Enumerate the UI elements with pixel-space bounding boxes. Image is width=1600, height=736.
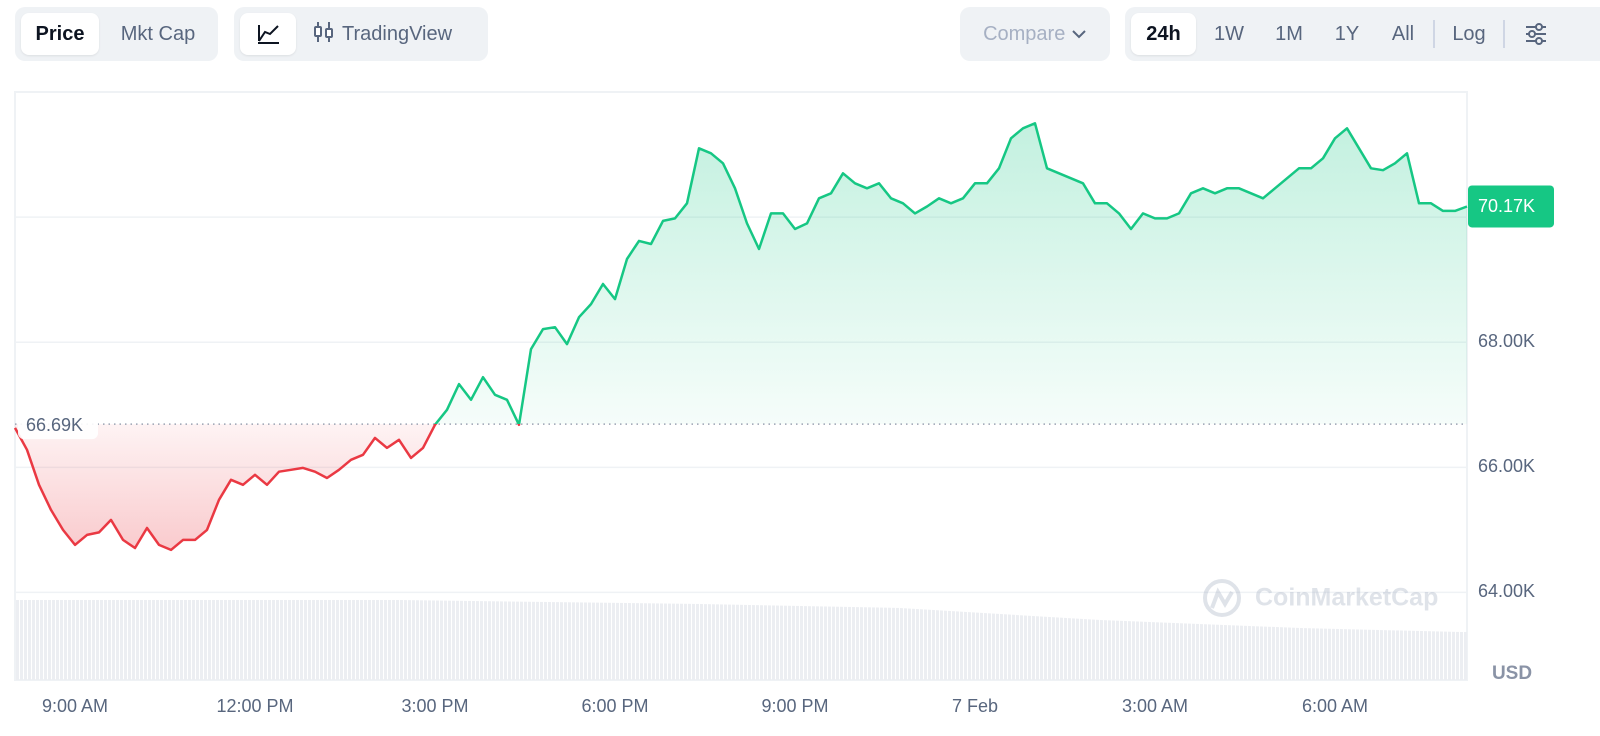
unit-label: USD — [1492, 663, 1532, 684]
log-button[interactable]: Log — [1452, 23, 1486, 45]
x-tick-label: 9:00 PM — [761, 696, 828, 716]
watermark-text: CoinMarketCap — [1255, 584, 1438, 612]
x-tick-label: 6:00 AM — [1302, 696, 1368, 716]
range-24h[interactable]: 24h — [1131, 13, 1196, 55]
volume-area — [15, 600, 1467, 680]
plot-frame — [14, 91, 1468, 681]
compare-box[interactable] — [960, 7, 1110, 61]
reference-badge — [18, 409, 98, 440]
range-all[interactable]: All — [1391, 23, 1415, 45]
settings-icon — [1526, 23, 1546, 45]
candle-icon — [314, 22, 333, 42]
current-label: 70.17K — [1478, 196, 1535, 216]
y-tick-label: 68.00K — [1478, 331, 1535, 351]
tab-mktcap[interactable]: Mkt Cap — [120, 23, 196, 45]
x-tick-label: 3:00 PM — [401, 696, 468, 716]
tradingview-button[interactable]: TradingView — [312, 13, 482, 55]
settings-button[interactable] — [1516, 13, 1556, 55]
y-tick-label: 64.00K — [1478, 581, 1535, 601]
y-tick-label: 70.00K — [1478, 206, 1535, 226]
range-group — [1125, 7, 1600, 61]
range-1w[interactable]: 1W — [1214, 23, 1244, 45]
y-tick-label: 66.00K — [1478, 456, 1535, 476]
compare-label: Compare — [983, 23, 1066, 45]
x-tick-label: 7 Feb — [952, 696, 998, 716]
line-icon — [258, 25, 279, 44]
tab-price[interactable]: Price — [21, 13, 99, 55]
separator — [1503, 20, 1505, 48]
range-1m[interactable]: 1M — [1275, 23, 1303, 45]
price-line — [13, 122, 1468, 552]
current-badge — [1468, 185, 1554, 228]
range-1y[interactable]: 1Y — [1334, 23, 1360, 45]
x-tick-label: 9:00 AM — [42, 696, 108, 716]
tradingview-label: TradingView — [342, 23, 453, 45]
line-chart-button[interactable] — [240, 13, 296, 55]
x-tick-label: 6:00 PM — [581, 696, 648, 716]
compare-button[interactable]: Compare — [960, 13, 1110, 55]
chevron — [1072, 30, 1086, 39]
x-tick-label: 12:00 PM — [216, 696, 293, 716]
price-area — [15, 123, 1467, 550]
watermark: CoinMarketCap — [1203, 579, 1438, 617]
reference-label: 66.69K — [26, 415, 83, 435]
separator — [1433, 20, 1435, 48]
x-tick-label: 3:00 AM — [1122, 696, 1188, 716]
